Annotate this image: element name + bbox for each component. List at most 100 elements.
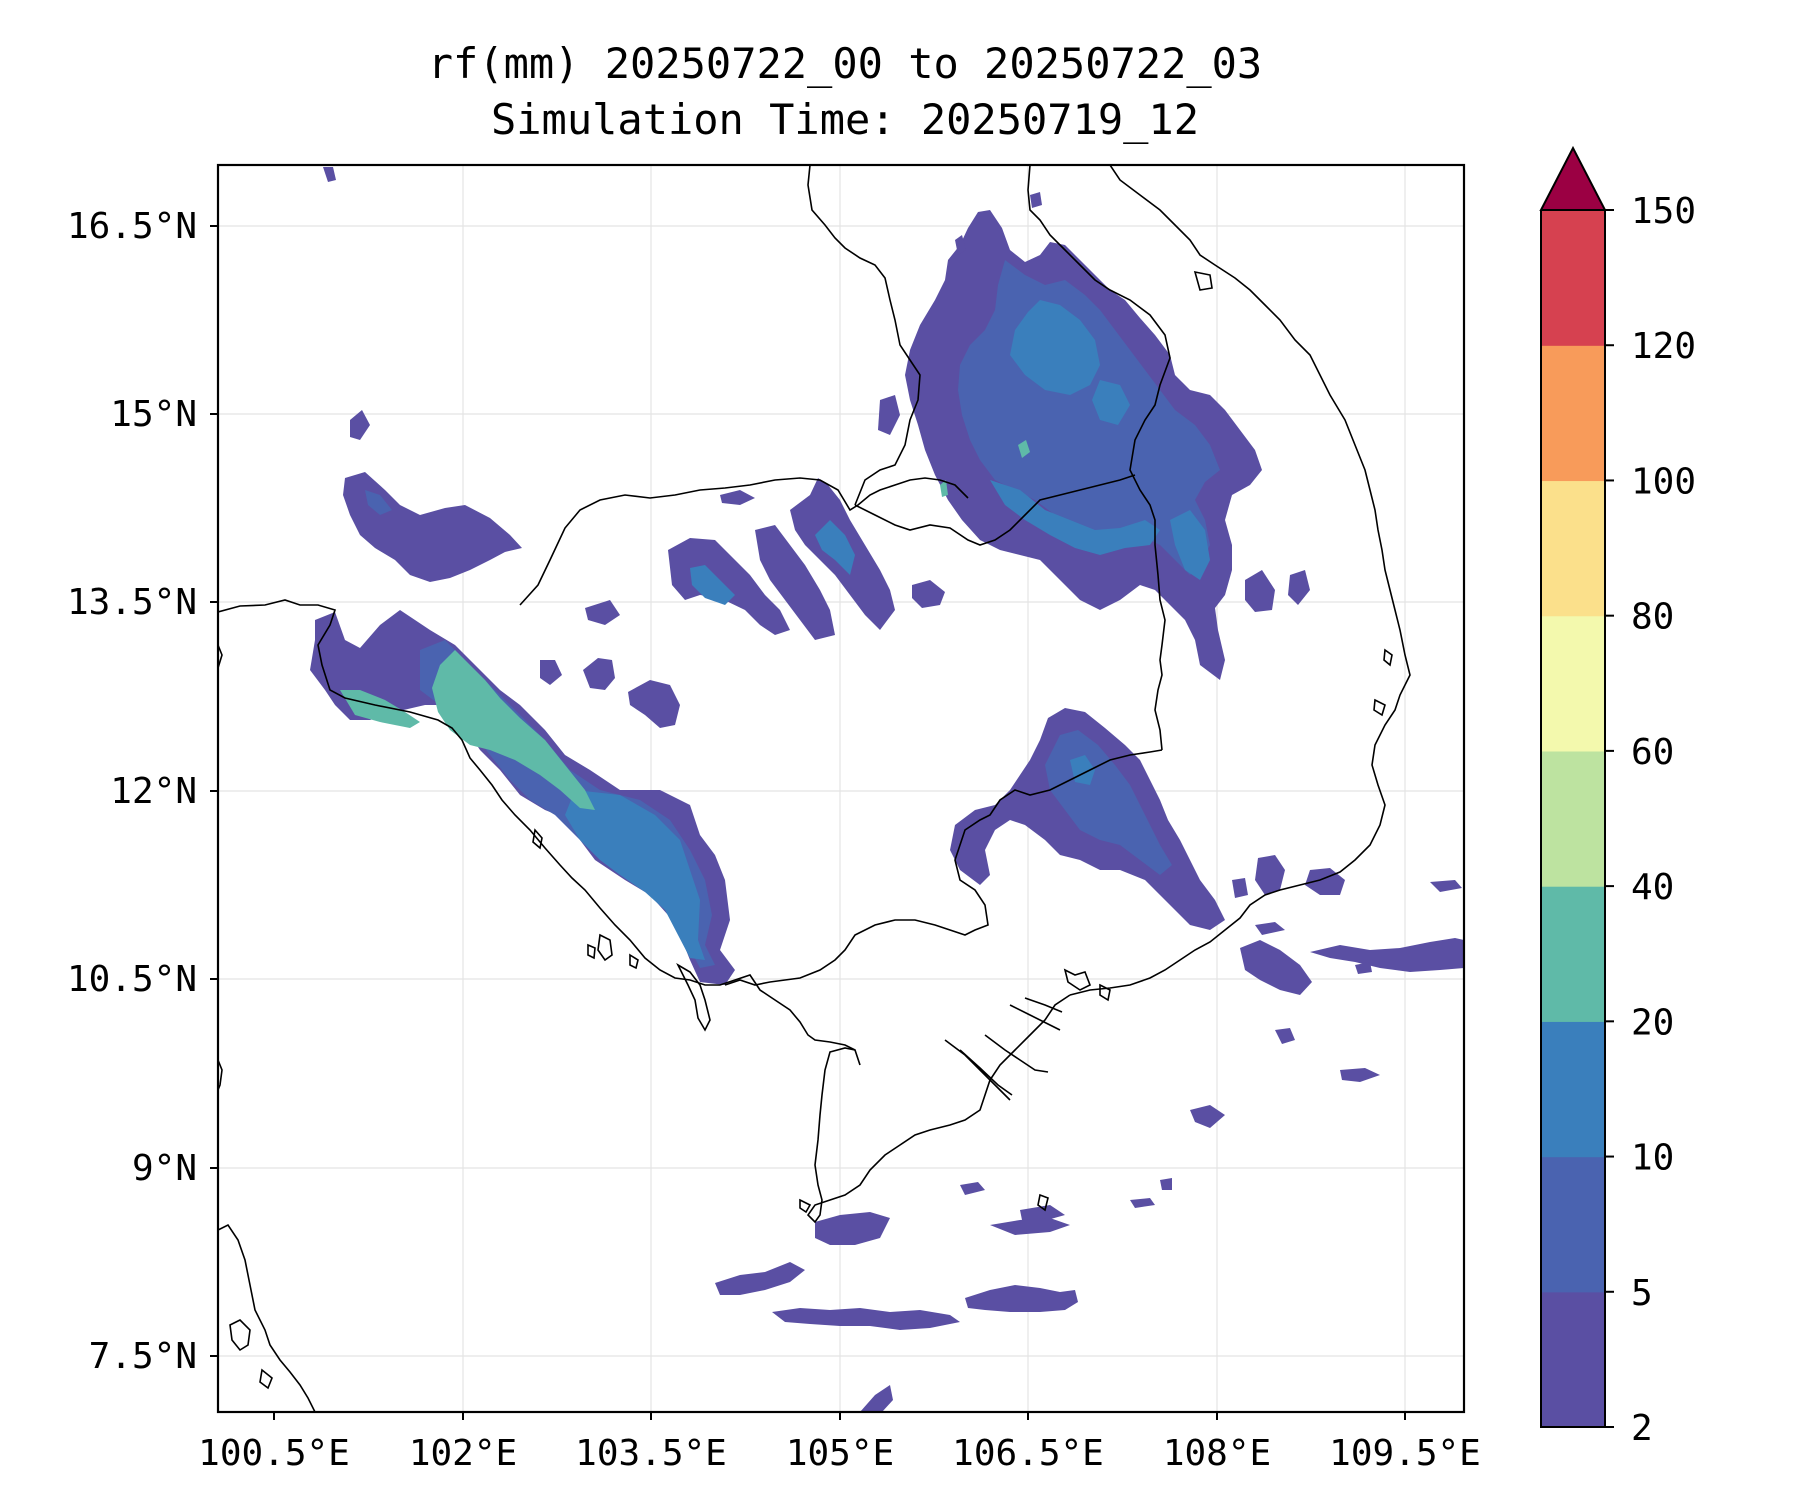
- colorbar-bin: [1541, 480, 1605, 617]
- lat-tick-label: 12°N: [110, 771, 197, 812]
- rain-area-northeast-peak: [1018, 440, 1030, 458]
- colorbar-tick-label: 100: [1631, 461, 1696, 502]
- gulf-of-thailand-islands: [532, 828, 711, 1032]
- cambodia-vietnam-border: [724, 749, 1163, 986]
- rain-patch-offshore-3: [1275, 1028, 1295, 1044]
- colorbar-tick-label: 5: [1631, 1273, 1653, 1314]
- cambodia-thailand-border: [218, 599, 861, 1066]
- rain-patch-offshore-east-2: [1240, 940, 1312, 995]
- colorbar-bin: [1541, 1291, 1605, 1428]
- colorbar-tick-label: 150: [1631, 191, 1696, 232]
- map-panel: 100.5°E 102°E 103.5°E 105°E 106.5°E 108°…: [67, 163, 1481, 1474]
- rain-area-northeast-peak-2: [940, 480, 948, 497]
- lat-tick-label: 13.5°N: [67, 582, 197, 623]
- rain-patch-se-coast-3: [1232, 878, 1248, 898]
- rain-area-northeast-heavy: [1010, 300, 1100, 395]
- title-line-1: rf(mm) 20250722_00 to 20250722_03: [428, 39, 1262, 88]
- colorbar-tick-label: 10: [1631, 1138, 1674, 1179]
- rain-area-west-coast: [310, 610, 735, 985]
- rain-blob-central-e: [912, 580, 945, 608]
- title-line-2: Simulation Time: 20250719_12: [491, 95, 1199, 144]
- lat-tick-labels: 16.5°N 15°N 13.5°N 12°N 10.5°N 9°N 7.5°N: [67, 206, 197, 1377]
- colorbar-tick-label: 2: [1631, 1408, 1653, 1449]
- rain-patch-central-north-a: [720, 490, 755, 505]
- map-background: [218, 165, 1464, 1412]
- rain-streak-center-3-core: [815, 520, 855, 575]
- coastlines-borders: [218, 165, 1411, 1412]
- lon-tick-label: 105°E: [786, 1433, 894, 1474]
- colorbar-tick-label: 80: [1631, 597, 1674, 638]
- colorbar-bin: [1541, 210, 1605, 346]
- rain-area-northeast-heavy-4: [1092, 380, 1130, 425]
- malay-islands: [218, 644, 273, 1390]
- lon-tick-label: 102°E: [409, 1433, 517, 1474]
- colorbar-bin: [1541, 615, 1605, 752]
- lon-tick-label: 103.5°E: [575, 1433, 727, 1474]
- lat-tick-label: 10.5°N: [67, 959, 197, 1000]
- rain-patch-offshore-1: [1340, 1068, 1380, 1082]
- colorbar-bins: [1541, 210, 1605, 1428]
- lat-tick-label: 16.5°N: [67, 206, 197, 247]
- rain-area-northeast-heavy-3: [1170, 510, 1210, 580]
- rainfall-contours: [310, 167, 1464, 1412]
- colorbar: 2 5 10 20 40 60 80 100 120 150: [1539, 145, 1696, 1449]
- colorbar-tick-label: 40: [1631, 867, 1674, 908]
- malay-peninsula-coast: [218, 1223, 316, 1412]
- rain-area-west-coast-peak-2: [340, 690, 420, 728]
- lon-tick-label: 109.5°E: [1329, 1433, 1481, 1474]
- cambodia-laos-border: [854, 474, 1136, 546]
- rain-patch-offshore-12: [965, 1285, 1078, 1312]
- rain-area-west-coast-heavy: [565, 790, 705, 960]
- vietnam-coast-islands: [1063, 270, 1393, 1002]
- rain-patch-offshore-6: [990, 1218, 1070, 1235]
- colorbar-bin: [1541, 886, 1605, 1022]
- rain-patch-north-west-small: [350, 410, 370, 440]
- colorbar-bin: [1541, 750, 1605, 887]
- rain-patch-offshore-east-3: [1430, 880, 1462, 892]
- colorbar-ticks: 2 5 10 20 40 60 80 100 120 150: [1605, 191, 1696, 1449]
- rain-patch-nw: [343, 472, 522, 582]
- axis-ticks: [210, 225, 1406, 1420]
- rain-patch-nw-core: [365, 490, 392, 515]
- rain-patch-offshore-2: [1190, 1105, 1225, 1128]
- rain-blob-central-d: [540, 660, 562, 685]
- rain-streak-center-1: [668, 538, 790, 635]
- rain-blob-central-c: [583, 658, 615, 690]
- rain-patch-offshore-13: [860, 1385, 893, 1412]
- lon-tick-label: 100.5°E: [198, 1433, 350, 1474]
- cambodia-northern-border: [519, 477, 969, 606]
- rain-patch-east-1: [1245, 570, 1275, 612]
- lat-tick-label: 9°N: [132, 1148, 197, 1189]
- lat-tick-label: 15°N: [110, 394, 197, 435]
- colorbar-frame: [1540, 210, 1606, 1428]
- colorbar-bin: [1541, 345, 1605, 482]
- rain-patch-north-small-2: [1030, 192, 1042, 208]
- rain-area-northeast-heavy-2: [990, 480, 1160, 555]
- rain-streak-center-2: [755, 525, 835, 640]
- vietnam-east-coast: [1069, 165, 1411, 996]
- rain-blob-central-b: [585, 600, 620, 625]
- lon-tick-label: 108°E: [1163, 1433, 1271, 1474]
- rain-patch-offshore-east: [1310, 938, 1464, 972]
- lat-tick-label: 7.5°N: [89, 1336, 197, 1377]
- rain-patch-offshore-east-4: [1255, 922, 1285, 935]
- rain-patch-top-left: [323, 167, 336, 182]
- rain-patch-offshore-5: [960, 1182, 985, 1195]
- colorbar-bin: [1541, 1156, 1605, 1293]
- colorbar-bin: [1541, 1021, 1605, 1158]
- graticule: [218, 165, 1464, 1412]
- coast-south-islands: [799, 1193, 1049, 1214]
- laos-vietnam-border: [1027, 165, 1171, 751]
- rain-patch-se-coast: [1255, 855, 1285, 895]
- rain-patch-offshore-4: [1020, 1205, 1065, 1222]
- rain-patch-offshore-7: [1130, 1198, 1155, 1208]
- laos-thailand-border: [807, 165, 921, 506]
- lon-tick-label: 106.5°E: [952, 1433, 1104, 1474]
- mekong-river-mouths: [944, 997, 1063, 1101]
- mekong-delta-coast: [806, 994, 1071, 1224]
- rain-patch-east-2: [1288, 570, 1310, 605]
- rain-patch-offshore-8: [1160, 1178, 1172, 1190]
- rain-patch-offshore-9: [815, 1212, 890, 1245]
- rain-patch-north-small: [955, 235, 966, 255]
